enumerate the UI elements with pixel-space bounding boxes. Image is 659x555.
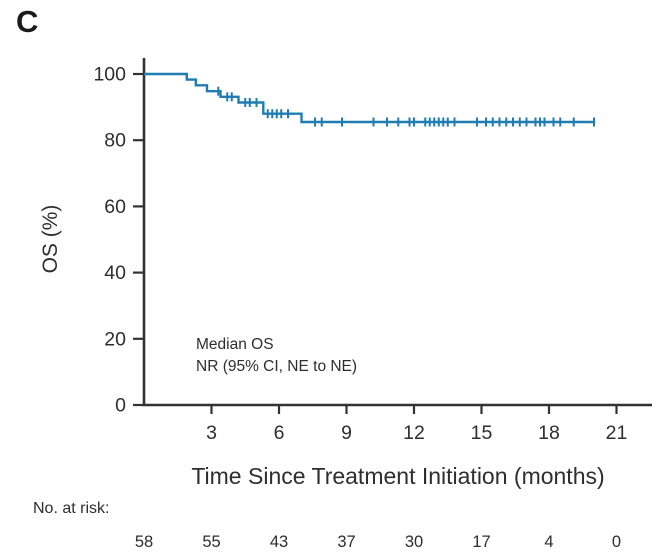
y-axis-title: OS (%) — [39, 205, 62, 274]
median-os-annotation-line1: Median OS — [196, 336, 274, 353]
y-tick-label: 40 — [104, 262, 126, 284]
x-tick-label: 12 — [403, 422, 425, 444]
at-risk-count: 17 — [472, 533, 490, 551]
at-risk-count: 30 — [405, 533, 423, 551]
at-risk-count: 4 — [544, 533, 553, 551]
y-tick-label: 100 — [93, 64, 126, 86]
x-tick-label: 9 — [341, 422, 352, 444]
at-risk-count: 43 — [270, 533, 288, 551]
panel-label: C — [16, 4, 39, 39]
y-tick-label: 0 — [115, 395, 126, 417]
x-axis-title: Time Since Treatment Initiation (months) — [191, 463, 604, 489]
median-os-annotation-line2: NR (95% CI, NE to NE) — [196, 358, 357, 375]
at-risk-count: 37 — [337, 533, 355, 551]
at-risk-count: 55 — [202, 533, 220, 551]
y-tick-label: 60 — [104, 196, 126, 218]
x-tick-label: 21 — [606, 422, 628, 444]
at-risk-count: 58 — [135, 533, 153, 551]
y-tick-label: 80 — [104, 130, 126, 152]
x-tick-label: 18 — [538, 422, 560, 444]
x-tick-label: 6 — [274, 422, 285, 444]
at-risk-count: 0 — [612, 533, 621, 551]
at-risk-label: No. at risk: — [33, 500, 109, 517]
x-tick-label: 15 — [471, 422, 493, 444]
y-tick-label: 20 — [104, 328, 126, 350]
survival-curve — [144, 72, 594, 124]
x-tick-label: 3 — [206, 422, 217, 444]
